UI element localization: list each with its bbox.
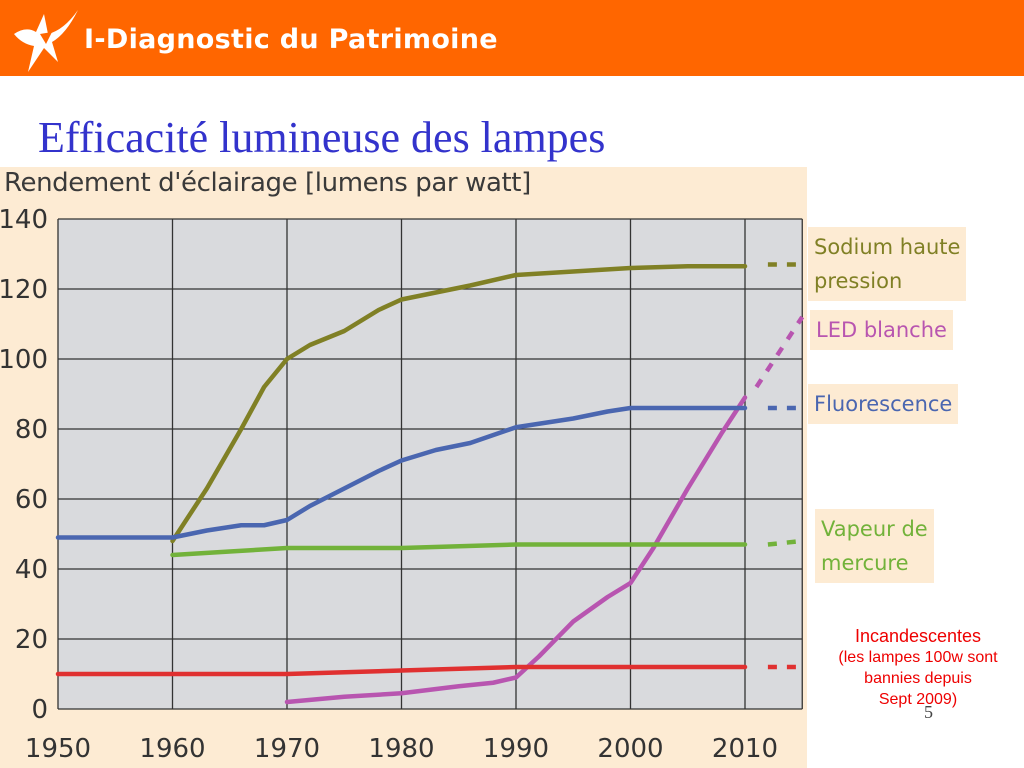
note-line-3: Sept 2009) [878,691,958,708]
legend-led-line1: LED blanche [816,318,947,342]
y-tick-label: 0 [31,695,48,725]
x-tick-label: 2000 [597,734,663,764]
note-line-1: (les lampes 100w sont [838,649,998,666]
page-number: 5 [924,702,933,722]
incandescent-note: Incandescentes (les lampes 100w sont ban… [812,626,1024,710]
slide-title: Efficacité lumineuse des lampes [38,113,606,162]
star-arrow-logo-icon [14,10,78,72]
note-line-2: bannies depuis [864,670,972,687]
y-tick-label: 40 [15,555,48,585]
x-tick-label: 1980 [368,734,434,764]
note-heading: Incandescentes [854,626,982,646]
y-axis-label: Rendement d'éclairage [lumens par watt] [4,168,531,198]
y-tick-label: 80 [15,415,48,445]
series-projection-led-blanche [754,315,805,389]
series-projection-vapeur-de-mercure [767,538,803,547]
y-tick-label: 60 [15,485,48,515]
x-tick-label: 1970 [254,734,320,764]
series-line-sodium-haute-pression [170,264,748,544]
y-tick-label: 120 [0,275,48,305]
app-title: I-Diagnostic du Patrimoine [84,24,498,55]
legend-mercure: Vapeur de mercure [815,509,934,583]
y-tick-label: 140 [0,205,48,235]
legend-mercure-line1: Vapeur de [821,517,928,541]
legend-led: LED blanche [810,310,953,350]
legend-sodium: Sodium haute pression [808,227,967,301]
legend-sodium-line1: Sodium haute [814,235,961,259]
x-tick-label: 1960 [139,734,205,764]
y-tick-label: 20 [15,625,48,655]
series-line-led-blanche [284,395,748,705]
line-chart: 1950 1960 1970 1980 1990 2000 2010 0 20 40 60 80 100… [0,205,805,764]
legend-fluorescence-line1: Fluorescence [814,392,953,416]
plot-area [58,219,803,709]
x-tick-label: 2010 [712,734,778,764]
legend-fluorescence: Fluorescence [808,384,959,424]
legend-sodium-line2: pression [814,269,903,293]
series-line-incandescentes [55,664,748,677]
series-line-fluorescence [55,405,748,540]
y-tick-label: 100 [0,345,48,375]
x-tick-label: 1990 [483,734,549,764]
header-bar: I-Diagnostic du Patrimoine [0,0,1024,76]
x-tick-label: 1950 [25,734,91,764]
series-line-vapeur-de-mercure [170,542,748,558]
legend-mercure-line2: mercure [821,551,909,575]
chart-panel: 1950 1960 1970 1980 1990 2000 2010 0 20 40 60 80 100… [0,167,807,768]
